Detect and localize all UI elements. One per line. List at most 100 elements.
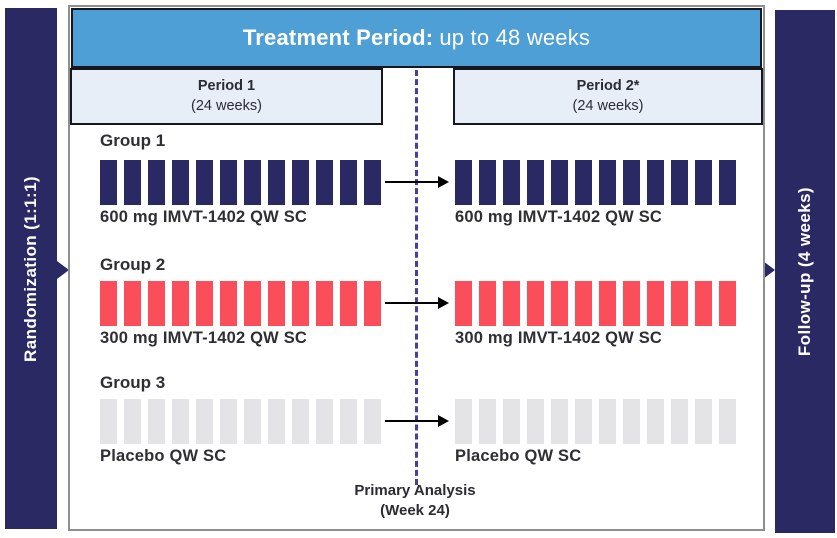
dose-tick: [575, 160, 592, 205]
dose-tick: [479, 160, 496, 205]
dose-tick: [527, 281, 544, 326]
group-2-period-2-dose-label: 300 mg IMVT-1402 QW SC: [455, 329, 663, 347]
period-2-box: Period 2* (24 weeks): [453, 68, 763, 125]
dose-tick: [172, 399, 189, 444]
dose-tick: [479, 281, 496, 326]
dose-tick: [671, 160, 688, 205]
dose-tick: [268, 281, 285, 326]
dose-tick: [455, 281, 472, 326]
dose-tick: [340, 160, 357, 205]
dose-tick: [503, 399, 520, 444]
dose-tick: [503, 160, 520, 205]
dose-tick: [527, 399, 544, 444]
dose-tick: [623, 281, 640, 326]
group-3-period-2-doses: [455, 399, 736, 444]
randomization-rail: Randomization (1:1:1): [5, 8, 57, 529]
period-1-name: Period 1: [197, 77, 256, 94]
dose-tick: [671, 399, 688, 444]
randomization-arrow-icon: [57, 261, 69, 279]
dose-tick: [551, 399, 568, 444]
dose-tick: [100, 160, 117, 205]
dose-tick: [124, 160, 141, 205]
group-1-period-2-doses: [455, 160, 736, 205]
dose-tick: [316, 399, 333, 444]
dose-tick: [124, 281, 141, 326]
treatment-period-title: Treatment Period:: [242, 25, 434, 50]
dose-tick: [340, 281, 357, 326]
dose-tick: [623, 160, 640, 205]
group-2-label: Group 2: [100, 255, 166, 274]
randomization-label: Randomization (1:1:1): [21, 175, 40, 362]
dose-tick: [575, 399, 592, 444]
dose-tick: [220, 160, 237, 205]
dose-tick: [551, 281, 568, 326]
dose-tick: [599, 399, 616, 444]
dose-tick: [364, 281, 381, 326]
primary-analysis-annotation: Primary Analysis (Week 24): [354, 481, 475, 522]
dose-tick: [292, 160, 309, 205]
dose-tick: [695, 160, 712, 205]
dose-tick: [196, 399, 213, 444]
dose-tick: [340, 399, 357, 444]
group-3-period-2-dose-label: Placebo QW SC: [455, 447, 582, 465]
treatment-period-duration: up to 48 weeks: [439, 25, 591, 50]
dose-tick: [599, 160, 616, 205]
dose-tick: [575, 281, 592, 326]
dose-tick: [647, 160, 664, 205]
dose-tick: [100, 399, 117, 444]
followup-arrow-icon: [763, 261, 775, 279]
dose-tick: [479, 399, 496, 444]
group-3-label: Group 3: [100, 373, 166, 392]
period-1-duration: (24 weeks): [191, 97, 262, 114]
dose-tick: [647, 281, 664, 326]
dose-tick: [316, 281, 333, 326]
dose-tick: [148, 160, 165, 205]
period-2-duration: (24 weeks): [572, 97, 644, 114]
group-2-period-1-doses: [100, 281, 381, 326]
dose-tick: [364, 399, 381, 444]
dose-tick: [244, 399, 261, 444]
dose-tick: [695, 281, 712, 326]
group-1-period-1-dose-label: 600 mg IMVT-1402 QW SC: [100, 208, 308, 226]
dose-tick: [220, 399, 237, 444]
dose-tick: [551, 160, 568, 205]
primary-analysis-line2: (Week 24): [380, 502, 450, 520]
dose-tick: [623, 399, 640, 444]
group-1-period-1-doses: [100, 160, 381, 205]
dose-tick: [292, 281, 309, 326]
treatment-diagram-box: Treatment Period: up to 48 weeks Period …: [68, 5, 765, 531]
dose-tick: [244, 160, 261, 205]
dose-tick: [172, 160, 189, 205]
dose-tick: [455, 160, 472, 205]
dose-tick: [671, 281, 688, 326]
dose-tick: [244, 281, 261, 326]
group-3-continue-arrow-icon: [385, 415, 449, 427]
dose-tick: [503, 281, 520, 326]
primary-analysis-line1: Primary Analysis: [354, 482, 476, 499]
followup-label: Follow-up (4 weeks): [795, 186, 814, 357]
dose-tick: [527, 160, 544, 205]
dose-tick: [647, 399, 664, 444]
treatment-period-header: Treatment Period: up to 48 weeks: [71, 8, 762, 68]
dose-tick: [292, 399, 309, 444]
dose-tick: [172, 281, 189, 326]
dose-tick: [719, 281, 736, 326]
dose-tick: [100, 281, 117, 326]
dose-tick: [268, 399, 285, 444]
dose-tick: [148, 399, 165, 444]
dose-tick: [695, 399, 712, 444]
dose-tick: [124, 399, 141, 444]
primary-analysis-dashed-line: [415, 70, 418, 485]
dose-tick: [268, 160, 285, 205]
dose-tick: [148, 281, 165, 326]
period-1-box: Period 1 (24 weeks): [70, 68, 383, 125]
dose-tick: [220, 281, 237, 326]
dose-tick: [196, 281, 213, 326]
dose-tick: [316, 160, 333, 205]
dose-tick: [455, 399, 472, 444]
period-2-name: Period 2*: [576, 77, 640, 94]
followup-rail: Follow-up (4 weeks): [775, 10, 835, 533]
group-3-period-1-doses: [100, 399, 381, 444]
dose-tick: [196, 160, 213, 205]
